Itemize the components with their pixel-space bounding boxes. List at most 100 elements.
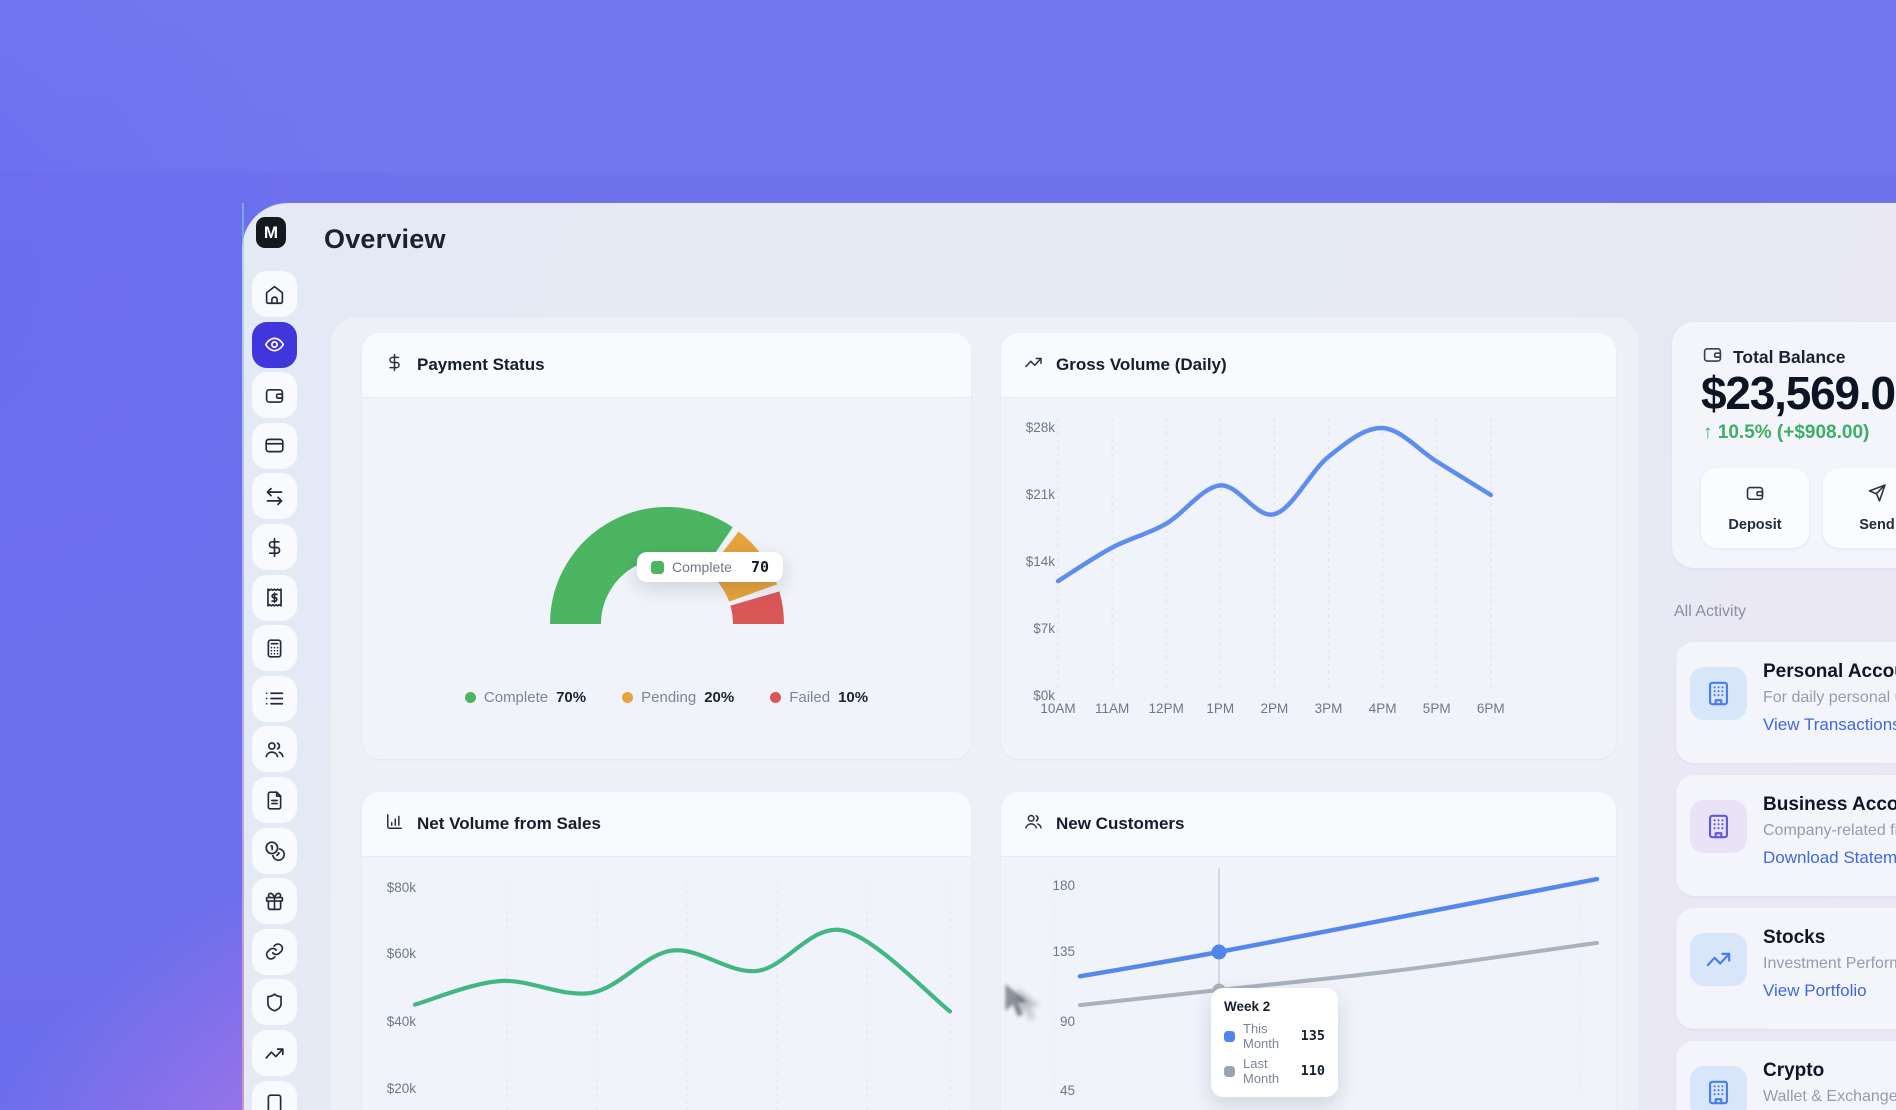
activity-subtitle: Investment Performance <box>1763 955 1896 972</box>
panel-edge-accent <box>242 203 244 1110</box>
legend-item-failed: Failed 10% <box>770 689 868 706</box>
y-axis-tick: $14k <box>1025 554 1055 569</box>
legend-label: Complete <box>483 689 549 706</box>
y-axis-tick: $60k <box>386 946 416 961</box>
sidebar-item-receipt[interactable] <box>252 574 297 621</box>
sidebar-item-coins[interactable] <box>252 827 297 874</box>
home-icon <box>264 284 285 305</box>
y-axis-tick: $21k <box>1025 487 1055 502</box>
card-title: New Customers <box>1056 814 1185 833</box>
sidebar-item-arrows-left-right[interactable] <box>252 473 297 520</box>
activity-card-crypto[interactable]: Crypto Wallet & Exchange <box>1676 1041 1896 1110</box>
legend-dot-failed <box>770 692 782 703</box>
week-tooltip-row: Last Month 110 <box>1224 1056 1325 1086</box>
tooltip-swatch-last-month <box>1224 1065 1235 1077</box>
total-balance-card: Total Balance $23,569.00 ↑ 10.5% (+$908.… <box>1672 322 1896 568</box>
y-axis-tick: $28k <box>1025 420 1055 435</box>
y-axis-tick: 90 <box>1059 1014 1075 1029</box>
card-net-volume-header: Net Volume from Sales <box>362 792 971 857</box>
send-button-label: Send <box>1859 517 1895 533</box>
balance-header: Total Balance <box>1702 344 1846 370</box>
card-new-customers-header: New Customers <box>1001 792 1616 857</box>
legend-label: Failed <box>789 689 831 706</box>
sidebar-item-device[interactable] <box>252 1080 297 1110</box>
y-axis-tick: $80k <box>386 880 416 895</box>
sidebar-item-dollar-sign[interactable] <box>252 524 297 570</box>
sidebar-item-trending-up[interactable] <box>252 1030 297 1076</box>
sidebar-item-wallet[interactable] <box>252 372 297 419</box>
sidebar-item-eye[interactable] <box>252 321 297 368</box>
sidebar-item-calculator[interactable] <box>252 625 297 672</box>
deposit-button[interactable]: Deposit <box>1701 468 1809 548</box>
card-payment-status-header: Payment Status <box>362 333 971 398</box>
activity-card-stocks[interactable]: Stocks Investment Performance View Portf… <box>1676 908 1896 1029</box>
all-activity-heading: All Activity <box>1674 603 1747 620</box>
week-tooltip-title: Week 2 <box>1224 999 1271 1014</box>
view-transactions-link[interactable]: View Transactions <box>1763 715 1896 734</box>
balance-actions: Deposit Send <box>1701 468 1896 548</box>
balance-amount: $23,569.00 <box>1701 367 1896 419</box>
legend-value: 70% <box>556 689 587 706</box>
tooltip-value: 110 <box>1300 1063 1325 1079</box>
trending-up-icon <box>1690 933 1747 986</box>
download-statements-link[interactable]: Download Statements <box>1763 848 1896 867</box>
tooltip-value: 135 <box>1300 1028 1325 1044</box>
legend-value: 20% <box>704 689 735 706</box>
trending-up-icon <box>264 1043 285 1064</box>
building-icon <box>1690 1066 1747 1110</box>
card-title: Net Volume from Sales <box>417 814 601 833</box>
building-icon <box>1690 800 1747 853</box>
app-logo[interactable]: M <box>256 217 286 248</box>
gross-volume-chart <box>1055 419 1494 689</box>
credit-card-icon <box>264 435 285 456</box>
card-gross-volume: Gross Volume (Daily) $28k $21k $14k $7k $0k 1… <box>1001 333 1616 759</box>
legend-value: 10% <box>838 689 869 706</box>
activity-title: Business Account <box>1763 794 1896 815</box>
users-icon <box>1024 812 1043 836</box>
card-gross-volume-header: Gross Volume (Daily) <box>1001 333 1616 398</box>
coins-icon <box>264 840 285 862</box>
sidebar-item-home[interactable] <box>252 271 297 317</box>
dollar-sign-icon <box>264 537 285 558</box>
activity-card-business[interactable]: Business Account Company-related finance… <box>1676 775 1896 896</box>
send-icon <box>1867 483 1887 508</box>
gauge-tooltip: Complete 70 <box>637 552 783 582</box>
sidebar-item-link[interactable] <box>252 928 297 975</box>
sidebar-item-shield[interactable] <box>252 979 297 1026</box>
wallet-icon <box>1745 483 1765 508</box>
card-new-customers: New Customers 180 135 90 45 Week 2 This Mon… <box>1001 792 1616 1110</box>
card-payment-status: Payment Status Complete 70 Complete 70% … <box>362 333 971 759</box>
send-button[interactable]: Send <box>1823 468 1896 548</box>
week-tooltip-row: This Month 135 <box>1224 1021 1325 1051</box>
device-icon <box>264 1093 285 1110</box>
file-text-icon <box>264 790 285 811</box>
sidebar-item-credit-card[interactable] <box>252 422 297 469</box>
arrows-left-right-icon <box>264 486 285 507</box>
legend-dot-complete <box>464 692 476 703</box>
y-axis-tick: $7k <box>1033 621 1055 636</box>
tooltip-swatch-this-month <box>1224 1030 1235 1042</box>
activity-subtitle: Wallet & Exchange <box>1763 1088 1896 1105</box>
activity-card-personal[interactable]: Personal Account For daily personal use … <box>1676 642 1896 763</box>
legend-item-pending: Pending 20% <box>622 689 734 706</box>
sidebar-item-list[interactable] <box>252 675 297 722</box>
balance-change: ↑ 10.5% (+$908.00) <box>1703 422 1870 443</box>
y-axis-tick: $0k <box>1033 688 1055 703</box>
wallet-icon <box>264 385 285 406</box>
eye-icon <box>264 334 285 355</box>
y-axis-tick: $40k <box>386 1014 416 1029</box>
gift-icon <box>264 891 285 912</box>
sidebar-item-file-text[interactable] <box>252 777 297 823</box>
view-portfolio-link[interactable]: View Portfolio <box>1763 981 1867 1000</box>
sidebar-item-users[interactable] <box>252 726 297 773</box>
activity-title: Stocks <box>1763 927 1826 948</box>
sidebar-item-gift[interactable] <box>252 878 297 925</box>
activity-subtitle: Company-related finances <box>1763 822 1896 839</box>
gauge-legend: Complete 70% Pending 20% Failed 10% <box>362 689 971 706</box>
new-customers-chart <box>1053 868 1600 1097</box>
activity-title: Crypto <box>1763 1060 1825 1081</box>
tooltip-label: Last Month <box>1243 1056 1280 1086</box>
x-axis-tick: 5PM <box>1422 701 1451 716</box>
card-title: Payment Status <box>417 355 545 374</box>
